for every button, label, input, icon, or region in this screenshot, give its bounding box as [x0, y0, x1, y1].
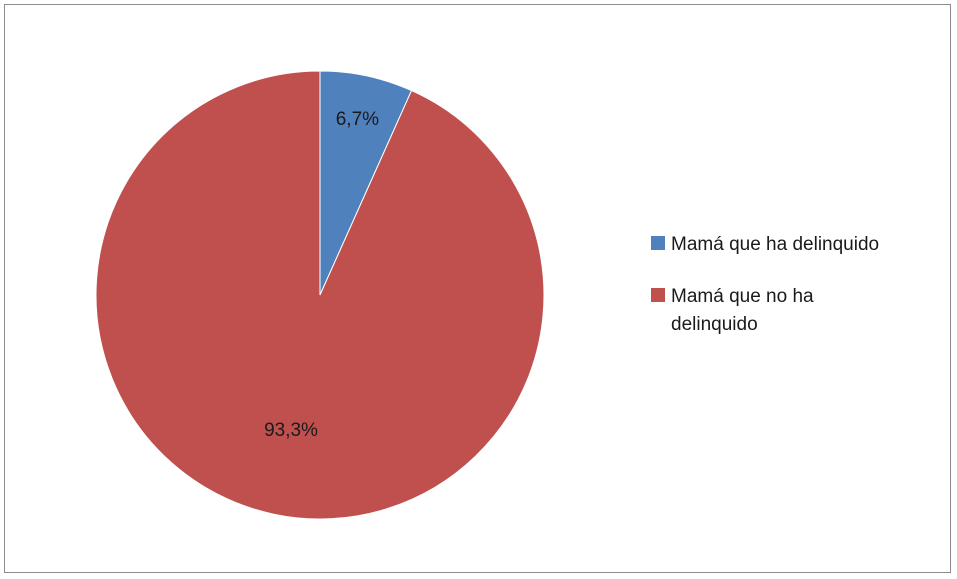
- legend-label: Mamá que ha delinquido: [671, 234, 880, 255]
- data-label: 93,3%: [264, 420, 318, 441]
- chart-frame: 6,7% 93,3% Mamá que ha delinquido Mamá qu…: [4, 4, 951, 573]
- legend: Mamá que ha delinquido Mamá que no ha de…: [651, 231, 951, 363]
- data-label: 6,7%: [336, 109, 379, 130]
- pie-data-labels: 6,7% 93,3%: [264, 109, 379, 441]
- pie-slice: [95, 70, 545, 520]
- legend-swatch: [651, 236, 665, 250]
- pie-slices: [95, 70, 545, 520]
- pie-chart: 6,7% 93,3%: [95, 70, 545, 520]
- legend-item: Mamá que no ha delinquido: [651, 283, 951, 339]
- legend-label: Mamá que no ha delinquido: [671, 286, 814, 335]
- legend-item: Mamá que ha delinquido: [651, 231, 951, 259]
- legend-swatch: [651, 288, 665, 302]
